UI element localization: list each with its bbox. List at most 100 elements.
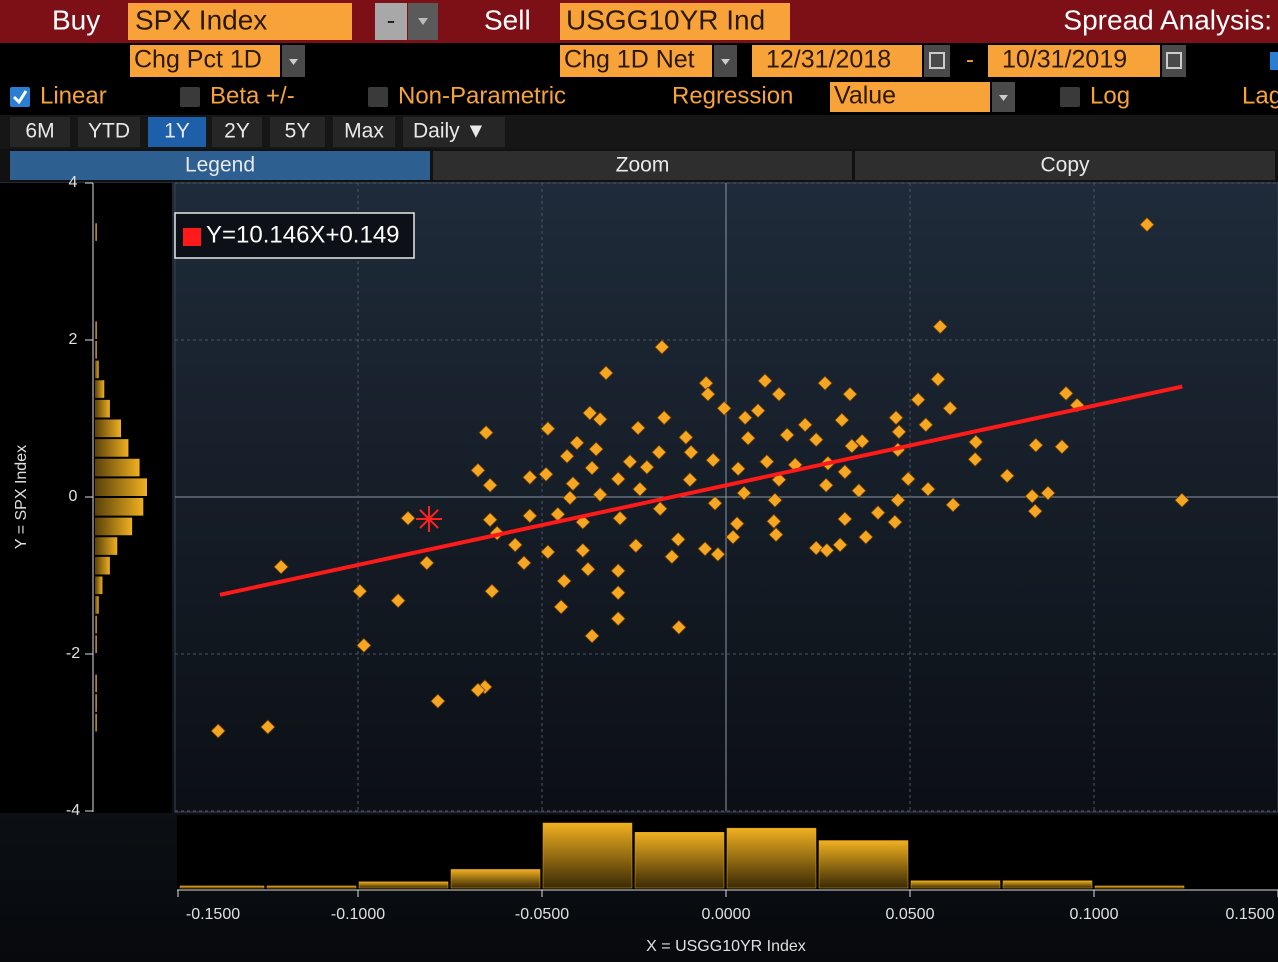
period-tab[interactable]: [212, 117, 262, 147]
x-field[interactable]: Chg 1D Net: [564, 46, 695, 74]
start-date-field[interactable]: [752, 45, 922, 77]
latest-point: [416, 505, 443, 532]
scatter-point: [740, 430, 756, 446]
y-hist-bar: [95, 615, 97, 634]
scatter-point: [750, 403, 766, 419]
buy-field[interactable]: [128, 3, 352, 40]
scatter-point: [430, 693, 446, 709]
y-hist-bar: [95, 537, 118, 555]
dropdown-arrow: [418, 18, 428, 25]
scatter-point: [818, 477, 834, 493]
scatter-point: [538, 466, 554, 482]
scatter-point: [842, 386, 858, 402]
scatter-point: [478, 425, 494, 441]
scatter-point: [890, 492, 906, 508]
sell-field[interactable]: [560, 3, 790, 40]
scatter-point: [683, 444, 699, 460]
scatter-point: [1058, 385, 1074, 401]
period-tab[interactable]: [270, 117, 325, 147]
scatter-point: [832, 537, 848, 553]
button-label[interactable]: Legend: [185, 154, 255, 177]
scatter-point: [932, 319, 948, 335]
scatter-point: [834, 412, 850, 428]
period-tab[interactable]: [78, 117, 140, 147]
checkmark: [12, 90, 28, 105]
toolbar-button[interactable]: [433, 151, 852, 180]
buy-security[interactable]: SPX Index: [135, 4, 267, 35]
minus-button[interactable]: [375, 3, 407, 40]
x-tick-label: 0.0500: [886, 906, 935, 923]
scatter-point: [352, 583, 368, 599]
calendar-icon: [1166, 52, 1182, 69]
y-hist-bar: [95, 380, 105, 398]
y-field-select[interactable]: [130, 45, 280, 77]
scatter-point: [565, 476, 581, 492]
period-label[interactable]: Max: [344, 120, 384, 143]
scatter-point: [639, 459, 655, 475]
scatter-point: [967, 451, 983, 467]
period-tab[interactable]: [333, 117, 395, 147]
start-date[interactable]: 12/31/2018: [766, 46, 891, 74]
scatter-point: [1139, 217, 1155, 233]
calendar-button[interactable]: [924, 45, 950, 77]
scatter-point: [930, 371, 946, 387]
end-date-field[interactable]: [988, 45, 1160, 77]
x-hist-bar: [542, 822, 633, 889]
scatter-point: [817, 375, 833, 391]
scatter-point: [945, 497, 961, 513]
scatter-point: [654, 339, 670, 355]
regression-select[interactable]: [830, 82, 990, 112]
period-tab[interactable]: [148, 117, 206, 147]
button-label[interactable]: Zoom: [616, 154, 670, 177]
end-date[interactable]: 10/31/2019: [1002, 46, 1127, 74]
checkbox[interactable]: [368, 87, 388, 107]
scatter-point: [652, 501, 668, 517]
scatter-point: [1028, 437, 1044, 453]
legend: Y=10.146X+0.149: [174, 212, 415, 259]
frequency-label[interactable]: Daily ▼: [413, 120, 486, 143]
period-tab[interactable]: [10, 117, 70, 147]
scatter-point: [540, 544, 556, 560]
regression-value[interactable]: Value: [834, 82, 896, 110]
period-label[interactable]: 2Y: [224, 120, 250, 143]
checkbox[interactable]: [10, 87, 30, 107]
x-tick-label: 0.1000: [1070, 906, 1119, 923]
period-label[interactable]: 1Y: [164, 120, 190, 143]
period-label[interactable]: YTD: [88, 120, 130, 143]
spread-title: Spread Analysis:: [1063, 4, 1272, 35]
y-hist-bar: [95, 556, 110, 575]
scatter-point: [628, 538, 644, 554]
x-hist-bar: [1094, 885, 1185, 889]
x-tick-label: -0.1500: [186, 906, 240, 923]
scatter-point: [887, 514, 903, 530]
checkbox-label: Beta +/-: [210, 82, 295, 109]
scatter-point: [918, 417, 934, 433]
x-hist-bar: [358, 881, 449, 889]
scatter-point: [356, 637, 372, 653]
toolbar-button[interactable]: [10, 151, 430, 180]
y-tick-label: 2: [69, 331, 78, 348]
scatter-point: [664, 549, 680, 565]
cut-checkbox[interactable]: [1270, 52, 1278, 70]
sell-security[interactable]: USGG10YR Ind: [566, 4, 765, 35]
x-field-select[interactable]: [560, 45, 712, 77]
y-hist-bar: [95, 341, 97, 359]
scatter-point: [419, 555, 435, 571]
checkbox-label: Linear: [40, 82, 107, 109]
checkbox[interactable]: [1060, 87, 1080, 107]
y-hist-bar: [95, 419, 121, 438]
toolbar-button[interactable]: [855, 151, 1275, 180]
button-label[interactable]: Copy: [1040, 154, 1090, 177]
minus-text[interactable]: -: [387, 5, 396, 35]
calendar-button[interactable]: [1162, 45, 1186, 77]
scatter-point: [767, 492, 783, 508]
checkbox[interactable]: [180, 87, 200, 107]
frequency-select[interactable]: [403, 117, 505, 147]
calendar-icon: [929, 52, 945, 69]
y-field[interactable]: Chg Pct 1D: [134, 46, 262, 74]
y-hist-bar: [95, 458, 140, 477]
period-label[interactable]: 5Y: [285, 120, 311, 143]
latest-star-stroke: [419, 509, 439, 529]
period-label[interactable]: 6M: [25, 120, 54, 143]
